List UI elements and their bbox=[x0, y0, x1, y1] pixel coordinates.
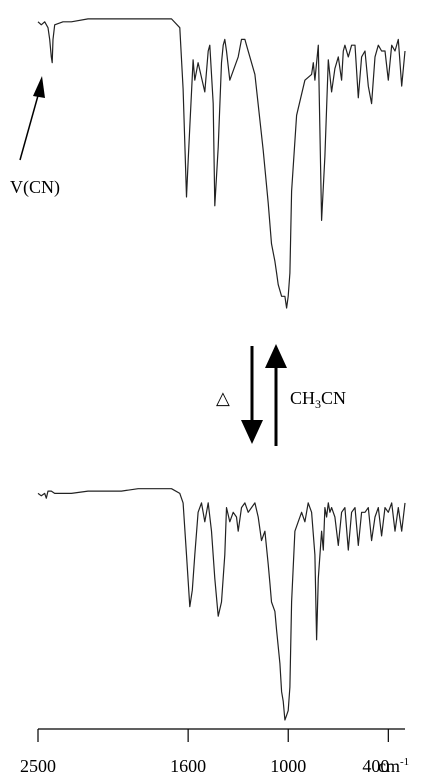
spectrum-top bbox=[37, 18, 406, 309]
x-axis-ticks: 2500 1600 1000 400 bbox=[20, 729, 389, 776]
cn-peak-label: V(CN) bbox=[10, 177, 60, 198]
heat-arrow-head bbox=[241, 420, 263, 444]
cn-peak-arrow-head bbox=[33, 76, 45, 98]
solvent-label-suffix: CN bbox=[321, 388, 346, 408]
solvent-label-subscript: 3 bbox=[315, 397, 321, 411]
x-tick-label: 2500 bbox=[20, 756, 56, 776]
solvent-arrow-head bbox=[265, 344, 287, 368]
x-axis-unit: cm-1 bbox=[378, 756, 409, 776]
cn-peak-arrow-line bbox=[19, 91, 40, 161]
x-tick-label: 400 bbox=[362, 756, 389, 776]
x-axis-unit-base: cm bbox=[378, 756, 400, 776]
spectrum-top-line bbox=[37, 18, 406, 309]
heat-symbol: △ bbox=[216, 388, 230, 408]
x-axis-unit-exponent: -1 bbox=[400, 756, 409, 768]
spectrum-bottom-line bbox=[37, 488, 406, 721]
solvent-label-prefix: CH bbox=[290, 388, 315, 408]
solvent-label: CH3CN bbox=[290, 388, 346, 411]
x-tick-label: 1600 bbox=[170, 756, 206, 776]
spectrum-bottom bbox=[37, 488, 406, 721]
x-tick-label: 1000 bbox=[270, 756, 306, 776]
